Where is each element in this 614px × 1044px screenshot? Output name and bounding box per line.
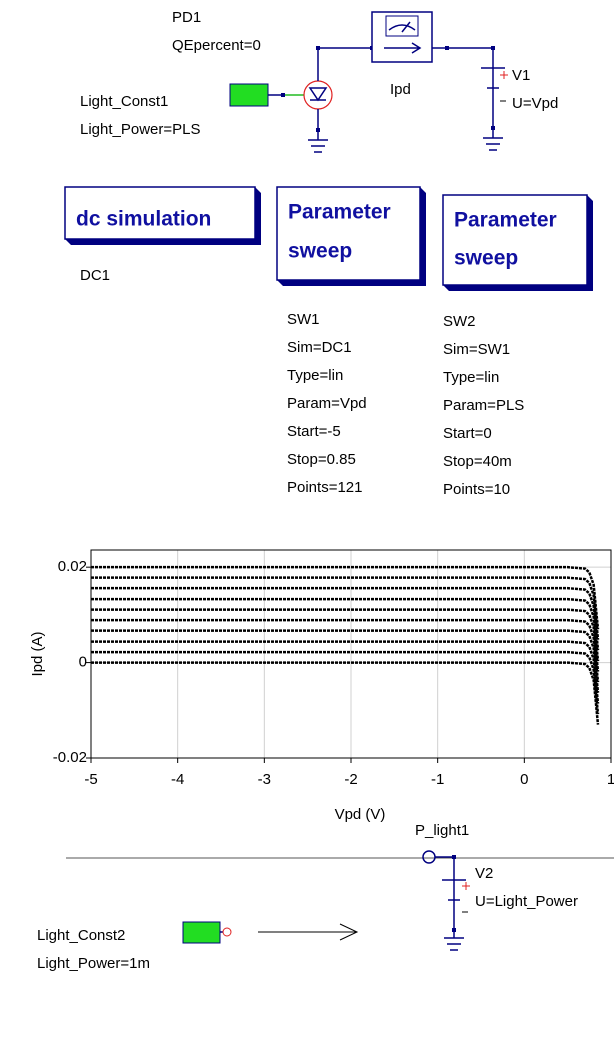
node	[452, 855, 456, 859]
label: Start=0	[443, 425, 492, 442]
node	[316, 128, 320, 132]
label: Light_Const2	[37, 927, 125, 944]
label: Param=Vpd	[287, 395, 367, 412]
wire	[435, 856, 466, 951]
light-source	[182, 921, 221, 944]
plus-sign	[462, 882, 470, 890]
y-tick-label: -0.02	[53, 749, 87, 766]
x-axis-label: Vpd (V)	[335, 806, 386, 823]
label: U=Light_Power	[475, 893, 578, 910]
ammeter	[371, 11, 433, 63]
sweep-block	[276, 186, 421, 281]
x-tick-label: -5	[84, 771, 97, 788]
x-tick-label: -3	[258, 771, 271, 788]
node	[491, 126, 495, 130]
node	[452, 928, 456, 932]
schematic-top: PD1 QEpercent=0 Light_Const1 Light_Power…	[80, 9, 558, 153]
port	[422, 850, 436, 864]
plus-sign	[500, 71, 508, 79]
series-line	[91, 597, 600, 662]
node	[445, 46, 449, 50]
dc-block	[64, 186, 256, 240]
label: Sim=SW1	[443, 341, 510, 358]
label: Stop=0.85	[287, 451, 356, 468]
block-title: sweep	[288, 240, 352, 263]
label: Light_Const1	[80, 93, 168, 110]
label: Light_Power=PLS	[80, 121, 201, 138]
wire	[308, 48, 328, 153]
light-source	[229, 83, 269, 107]
label: SW1	[287, 311, 320, 328]
label: Sim=DC1	[287, 339, 352, 356]
label: PD1	[172, 9, 201, 26]
label: P_light1	[415, 822, 469, 839]
x-tick-label: 0	[520, 771, 528, 788]
diode-symbol	[308, 87, 328, 102]
label: Points=10	[443, 481, 510, 498]
series-line	[91, 565, 600, 630]
label: V1	[512, 67, 530, 84]
plot-frame	[90, 549, 612, 759]
block-title: sweep	[454, 247, 518, 270]
label: Type=lin	[287, 367, 343, 384]
label: U=Vpd	[512, 95, 558, 112]
x-tick-label: -2	[344, 771, 357, 788]
label: Param=PLS	[443, 397, 524, 414]
block-title: dc simulation	[76, 208, 211, 231]
series-line	[91, 661, 600, 725]
label: Ipd	[390, 81, 411, 98]
photodiode	[303, 80, 333, 110]
y-tick-label: 0	[79, 654, 87, 671]
chart: Vpd (V) Ipd (A) -5 -4 -3 -2 -1 0 1 -0.02 0 0.02	[29, 549, 614, 823]
simulation-blocks: dc simulation DC1 Parameter sweep Parame…	[64, 186, 593, 291]
block-title: Parameter	[454, 209, 557, 232]
label: Start=-5	[287, 423, 341, 440]
schematic-bottom: P_light1 V2 U=Light_Power Light_Const2 L…	[37, 822, 614, 972]
arrow	[258, 923, 359, 941]
label: V2	[475, 865, 493, 882]
node	[316, 46, 320, 50]
label: QEpercent=0	[172, 37, 261, 54]
meter-face	[385, 15, 419, 37]
label: DC1	[80, 267, 110, 284]
port	[222, 927, 232, 937]
x-tick-label: -1	[431, 771, 444, 788]
voltage-source	[481, 67, 505, 89]
label: Light_Power=1m	[37, 955, 150, 972]
sweep-block	[442, 194, 588, 286]
node	[491, 46, 495, 50]
meter-symbol	[384, 21, 422, 54]
series-line	[91, 640, 600, 704]
node	[281, 93, 285, 97]
y-axis-label: Ipd (A)	[29, 631, 46, 676]
label: Points=121	[287, 479, 362, 496]
y-tick-label: 0.02	[58, 558, 87, 575]
wire	[318, 47, 503, 151]
label: Stop=40m	[443, 453, 512, 470]
x-tick-label: -4	[171, 771, 184, 788]
label: SW2	[443, 313, 476, 330]
x-tick-label: 1	[607, 771, 614, 788]
block-title: Parameter	[288, 201, 391, 224]
label: Type=lin	[443, 369, 499, 386]
